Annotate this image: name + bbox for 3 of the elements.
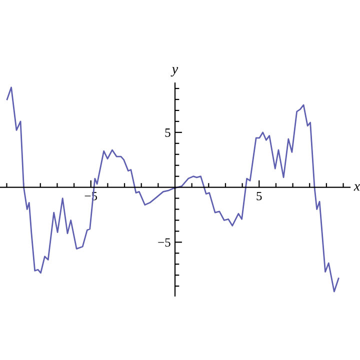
line-series — [6, 86, 340, 292]
x-axis-title: x — [354, 184, 360, 191]
y-axis-title: y — [170, 67, 178, 77]
